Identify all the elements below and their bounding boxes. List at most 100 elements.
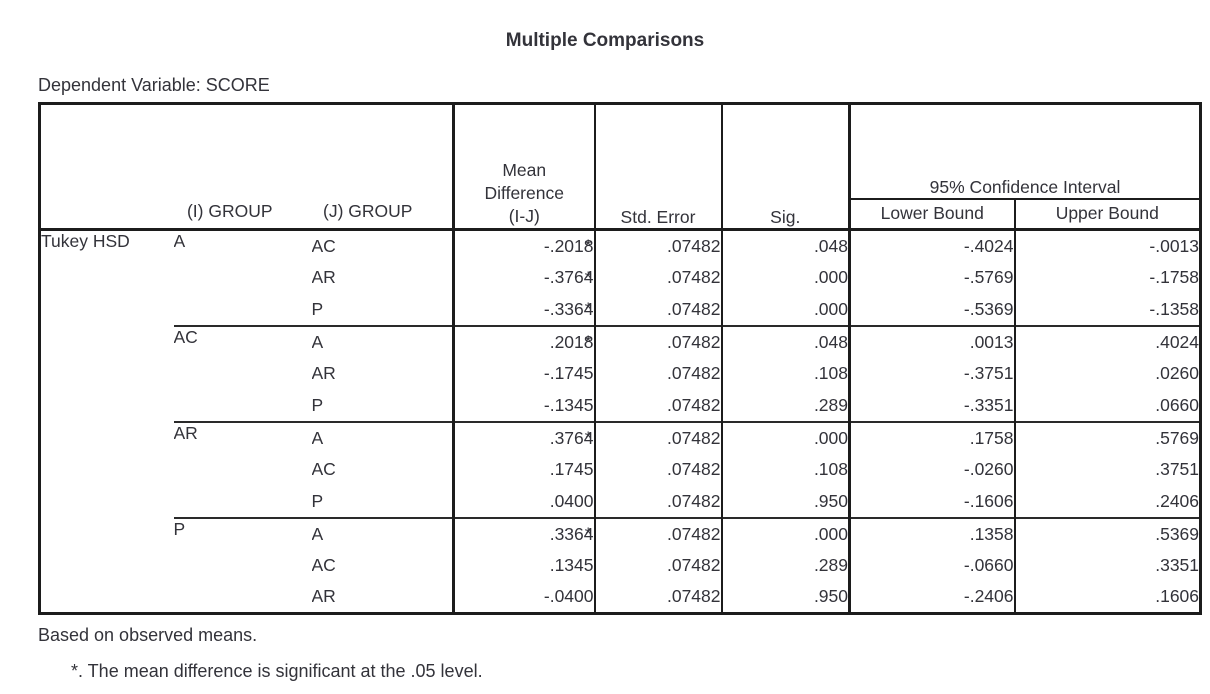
cell-sig: .000 <box>720 261 850 294</box>
table-row: P -.1345.07482.289 -.3351.0660 <box>40 389 1201 422</box>
cell-sig: .000 <box>720 420 850 454</box>
cell-sig: .000 <box>720 516 850 550</box>
cell-j-group: P <box>311 394 324 415</box>
cell-lower-bound: -.5769 <box>848 261 1015 294</box>
cell-lower-bound: -.0660 <box>848 549 1015 582</box>
header-std-error: Std. Error <box>593 103 722 231</box>
table-row: AR -.3764 * .07482.000 -.5769 -.1758 <box>40 261 1201 294</box>
cell-i-group: AC <box>173 324 312 422</box>
cell-std-error: .07482 <box>593 516 722 550</box>
cell-upper-bound: .5369 <box>1013 516 1201 550</box>
table-row: P -.3364 * .07482.000 -.5369 -.1358 <box>40 293 1201 326</box>
table-row: AC .1745.07482.108 -.0260.3751 <box>40 453 1201 486</box>
test-label-cell: Tukey HSD <box>41 231 130 251</box>
cell-std-error: .07482 <box>593 453 722 486</box>
cell-upper-bound: .0260 <box>1013 357 1201 390</box>
table-row: AR -.0400.07482.950 -.2406.1606 <box>40 581 1201 614</box>
cell-upper-bound: -.1758 <box>1013 261 1201 294</box>
cell-std-error: .07482 <box>593 324 722 358</box>
cell-std-error: .07482 <box>593 261 722 294</box>
dependent-variable-label: Dependent Variable: SCORE <box>38 75 270 95</box>
cell-upper-bound: .0660 <box>1013 389 1201 422</box>
cell-lower-bound: -.0260 <box>848 453 1015 486</box>
cell-lower-bound: -.3351 <box>848 389 1015 422</box>
table-row: AR -.1745.07482.108 -.3751.0260 <box>40 357 1201 390</box>
header-mean-difference-line1: Mean <box>502 160 547 180</box>
cell-sig: .289 <box>720 549 850 582</box>
cell-mean-difference: -.1345 <box>452 389 595 422</box>
header-upper-bound: Upper Bound <box>1013 198 1201 231</box>
cell-lower-bound: -.2406 <box>848 581 1015 614</box>
cell-j-group: AC <box>311 555 336 575</box>
cell-lower-bound: .0013 <box>848 324 1015 358</box>
cell-lower-bound: -.5369 <box>848 293 1015 326</box>
footnote-observed-means: Based on observed means. <box>38 625 258 645</box>
cell-i-group: AR <box>173 420 312 518</box>
significance-star: * <box>584 427 592 448</box>
cell-upper-bound: -.0013 <box>1013 229 1201 262</box>
cell-mean-difference: .0400 <box>452 485 595 518</box>
cell-std-error: .07482 <box>593 581 722 614</box>
table-body: Tukey HSD A AC -.2018 * .07482.048 -.4024 -.001… <box>40 229 1201 614</box>
multiple-comparisons-table: (I) GROUP (J) GROUP Mean Difference (I-J… <box>38 102 1203 615</box>
cell-upper-bound: .5769 <box>1013 420 1201 454</box>
cell-j-group: A <box>311 324 454 358</box>
cell-j-group: AR <box>311 267 336 287</box>
cell-std-error: .07482 <box>593 357 722 390</box>
cell-upper-bound: .3351 <box>1013 549 1201 582</box>
cell-mean-difference: .3764 * <box>452 420 595 454</box>
cell-mean-difference: -.3764 * <box>452 261 595 294</box>
cell-j-group: AC <box>311 459 336 479</box>
table-title: Multiple Comparisons <box>505 30 705 51</box>
header-i-group: (I) GROUP <box>186 201 273 221</box>
cell-i-group: A <box>173 231 186 251</box>
header-confidence-interval: 95% Confidence Interval <box>847 103 1201 200</box>
cell-std-error: .07482 <box>593 420 722 454</box>
table-row: Tukey HSD A AC -.2018 * .07482.048 -.4024 -.001… <box>40 229 1201 262</box>
cell-upper-bound: -.1358 <box>1013 293 1201 326</box>
cell-sig: .000 <box>720 293 850 326</box>
header-mean-difference-line2: Difference <box>484 183 564 203</box>
cell-mean-difference: -.1745 <box>452 357 595 390</box>
cell-upper-bound: .2406 <box>1013 485 1201 518</box>
cell-sig: .048 <box>720 229 850 262</box>
table-row: AC A .2018 * .07482.048.0013.4024 <box>40 324 1201 422</box>
cell-sig: .950 <box>720 581 850 614</box>
header-j-group: (J) GROUP <box>323 201 413 221</box>
cell-mean-difference: -.2018 * <box>452 229 595 262</box>
header-mean-difference: Mean Difference (I-J) <box>452 103 595 231</box>
cell-j-group: A <box>311 516 454 550</box>
cell-std-error: .07482 <box>593 293 722 326</box>
cell-mean-difference: .1345 <box>452 549 595 582</box>
cell-j-group: AR <box>311 363 336 383</box>
cell-mean-difference: .3364 * <box>452 516 595 550</box>
header-group-labels: (I) GROUP (J) GROUP <box>39 103 454 231</box>
cell-std-error: .07482 <box>593 485 722 518</box>
table-row: P A .3364 * .07482.000.1358.5369 <box>40 516 1201 614</box>
cell-j-group: P <box>311 490 324 511</box>
cell-j-group: A <box>311 420 454 454</box>
cell-sig: .108 <box>720 357 850 390</box>
table-row: AC .1345.07482.289 -.0660.3351 <box>40 549 1201 582</box>
cell-lower-bound: -.4024 <box>848 229 1015 262</box>
cell-lower-bound: -.1606 <box>848 485 1015 518</box>
cell-mean-difference: .1745 <box>452 453 595 486</box>
cell-upper-bound: .4024 <box>1013 324 1201 358</box>
header-lower-bound: Lower Bound <box>848 198 1015 231</box>
cell-lower-bound: -.3751 <box>848 357 1015 390</box>
cell-mean-difference: .2018 * <box>452 324 595 358</box>
significance-star: * <box>584 331 592 352</box>
cell-std-error: .07482 <box>593 549 722 582</box>
cell-sig: .048 <box>720 324 850 358</box>
cell-lower-bound: .1758 <box>848 420 1015 454</box>
header-mean-difference-line3: (I-J) <box>508 206 540 226</box>
header-sig: Sig. <box>720 103 850 231</box>
significance-star: * <box>584 235 592 256</box>
cell-std-error: .07482 <box>593 229 722 262</box>
cell-mean-difference: -.3364 * <box>452 293 595 326</box>
cell-sig: .108 <box>720 453 850 486</box>
footnote-significance: *. The mean difference is significant at… <box>71 661 483 681</box>
cell-j-group: AC <box>311 235 336 256</box>
cell-j-group: AR <box>311 586 336 607</box>
cell-i-group: P <box>173 516 312 614</box>
